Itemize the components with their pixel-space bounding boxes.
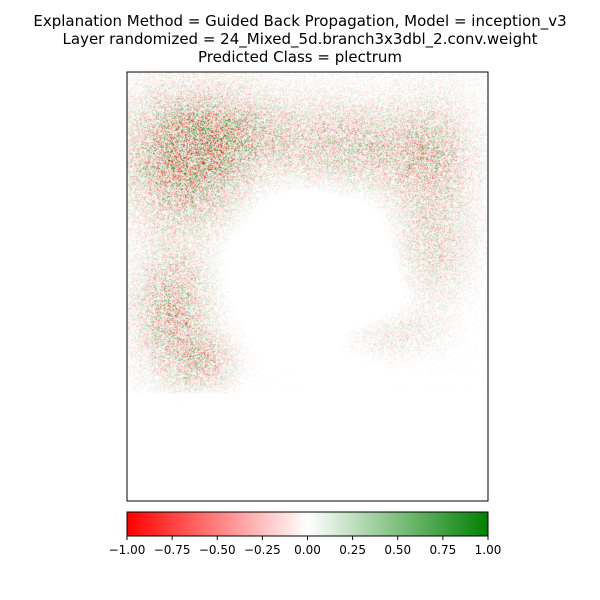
heatmap-frame (126, 71, 489, 502)
colorbar-tick-label: −0.75 (154, 543, 191, 557)
colorbar: −1.00 −0.75 −0.50 −0.25 0.00 0.25 0.50 0.75 1.00 (109, 511, 502, 557)
heatmap-image (127, 72, 488, 501)
colorbar-tick-label: −1.00 (109, 543, 146, 557)
colorbar-tick-label: −0.25 (244, 543, 281, 557)
colorbar-tick-label: 0.50 (384, 543, 411, 557)
title-line-3: Predicted Class = plectrum (197, 48, 403, 66)
chart-title: Explanation Method = Guided Back Propaga… (0, 12, 600, 66)
colorbar-tick-label: 0.25 (339, 543, 366, 557)
colorbar-tick-label: 0.00 (294, 543, 321, 557)
colorbar-ticks: −1.00 −0.75 −0.50 −0.25 0.00 0.25 0.50 0.75 1.00 (109, 536, 502, 557)
title-line-1: Explanation Method = Guided Back Propaga… (33, 12, 567, 30)
colorbar-gradient (127, 512, 488, 536)
colorbar-tick-label: 0.75 (430, 543, 457, 557)
heatmap-plot-area (126, 71, 489, 502)
colorbar-tick-label: 1.00 (475, 543, 502, 557)
title-line-2: Layer randomized = 24_Mixed_5d.branch3x3… (62, 30, 538, 48)
colorbar-tick-label: −0.50 (199, 543, 236, 557)
